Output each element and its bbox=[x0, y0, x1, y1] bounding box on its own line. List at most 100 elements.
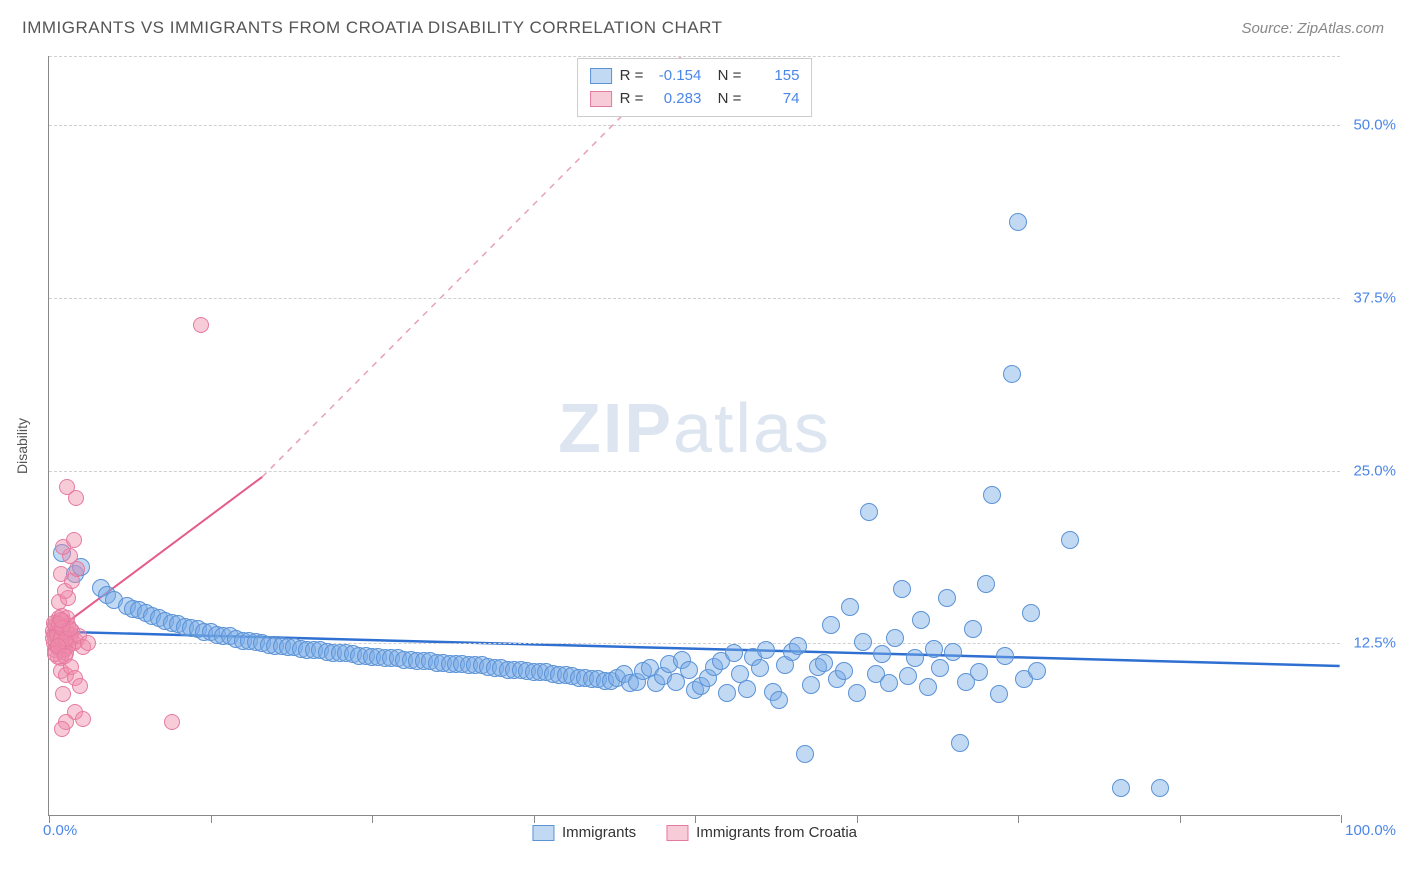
x-tick bbox=[1018, 815, 1019, 823]
legend-bottom: Immigrants Immigrants from Croatia bbox=[532, 824, 857, 841]
x-tick bbox=[695, 815, 696, 823]
stats-n-label-0: N = bbox=[709, 65, 741, 88]
scatter-point bbox=[841, 598, 859, 616]
scatter-point bbox=[919, 678, 937, 696]
scatter-point bbox=[880, 674, 898, 692]
scatter-point bbox=[1003, 365, 1021, 383]
scatter-point bbox=[848, 684, 866, 702]
scatter-point bbox=[1028, 662, 1046, 680]
x-tick bbox=[857, 815, 858, 823]
scatter-point bbox=[835, 662, 853, 680]
y-tick-label: 25.0% bbox=[1353, 462, 1396, 479]
stats-n-value-0: 155 bbox=[749, 65, 799, 88]
x-tick bbox=[1180, 815, 1181, 823]
scatter-point bbox=[751, 659, 769, 677]
legend-swatch-1 bbox=[666, 825, 688, 841]
scatter-point bbox=[53, 612, 69, 628]
x-tick bbox=[534, 815, 535, 823]
scatter-point bbox=[72, 678, 88, 694]
x-axis-min-label: 0.0% bbox=[43, 822, 77, 839]
scatter-point bbox=[789, 637, 807, 655]
x-tick bbox=[1341, 815, 1342, 823]
gridline bbox=[49, 298, 1340, 299]
scatter-point bbox=[1151, 779, 1169, 797]
stats-r-value-1: 0.283 bbox=[651, 88, 701, 111]
scatter-point bbox=[53, 566, 69, 582]
legend-item-1: Immigrants from Croatia bbox=[666, 824, 857, 841]
scatter-point bbox=[725, 644, 743, 662]
scatter-point bbox=[1022, 604, 1040, 622]
legend-label-0: Immigrants bbox=[562, 824, 636, 841]
scatter-point bbox=[718, 684, 736, 702]
scatter-point bbox=[680, 661, 698, 679]
trend-lines-svg bbox=[49, 56, 1340, 815]
gridline bbox=[49, 125, 1340, 126]
scatter-point bbox=[964, 620, 982, 638]
scatter-point bbox=[193, 317, 209, 333]
scatter-point bbox=[951, 734, 969, 752]
scatter-point bbox=[873, 645, 891, 663]
scatter-point bbox=[899, 667, 917, 685]
scatter-point bbox=[66, 532, 82, 548]
chart-title: IMMIGRANTS VS IMMIGRANTS FROM CROATIA DI… bbox=[22, 18, 722, 38]
scatter-point bbox=[854, 633, 872, 651]
legend-item-0: Immigrants bbox=[532, 824, 636, 841]
legend-swatch-0 bbox=[532, 825, 554, 841]
scatter-point bbox=[990, 685, 1008, 703]
scatter-point bbox=[938, 589, 956, 607]
scatter-point bbox=[822, 616, 840, 634]
scatter-point bbox=[80, 635, 96, 651]
swatch-series-0 bbox=[590, 68, 612, 84]
scatter-point bbox=[796, 745, 814, 763]
scatter-point bbox=[59, 479, 75, 495]
scatter-point bbox=[906, 649, 924, 667]
x-tick bbox=[49, 815, 50, 823]
watermark-zip: ZIP bbox=[558, 389, 673, 467]
y-tick-label: 12.5% bbox=[1353, 635, 1396, 652]
scatter-point bbox=[802, 676, 820, 694]
scatter-point bbox=[1061, 531, 1079, 549]
x-tick bbox=[211, 815, 212, 823]
scatter-point bbox=[996, 647, 1014, 665]
stats-n-value-1: 74 bbox=[749, 88, 799, 111]
x-tick bbox=[372, 815, 373, 823]
x-axis-max-label: 100.0% bbox=[1345, 822, 1396, 839]
scatter-point bbox=[931, 659, 949, 677]
scatter-point bbox=[1112, 779, 1130, 797]
scatter-point bbox=[860, 503, 878, 521]
stats-r-value-0: -0.154 bbox=[651, 65, 701, 88]
legend-label-1: Immigrants from Croatia bbox=[696, 824, 857, 841]
y-tick-label: 50.0% bbox=[1353, 117, 1396, 134]
y-tick-label: 37.5% bbox=[1353, 289, 1396, 306]
swatch-series-1 bbox=[590, 91, 612, 107]
scatter-point bbox=[164, 714, 180, 730]
chart-plot-area: ZIPatlas R = -0.154 N = 155 R = 0.283 N … bbox=[48, 56, 1340, 816]
watermark-atlas: atlas bbox=[673, 389, 831, 467]
watermark-text: ZIPatlas bbox=[558, 388, 831, 468]
correlation-stats-box: R = -0.154 N = 155 R = 0.283 N = 74 bbox=[577, 58, 813, 117]
stats-row-series-1: R = 0.283 N = 74 bbox=[590, 88, 800, 111]
gridline-top bbox=[49, 56, 1340, 57]
scatter-point bbox=[757, 641, 775, 659]
stats-r-label-0: R = bbox=[620, 65, 644, 88]
scatter-point bbox=[983, 486, 1001, 504]
scatter-point bbox=[1009, 213, 1027, 231]
scatter-point bbox=[944, 643, 962, 661]
y-axis-label: Disability bbox=[14, 418, 30, 474]
stats-n-label-1: N = bbox=[709, 88, 741, 111]
source-attribution: Source: ZipAtlas.com bbox=[1241, 20, 1384, 37]
scatter-point bbox=[893, 580, 911, 598]
stats-row-series-0: R = -0.154 N = 155 bbox=[590, 65, 800, 88]
scatter-point bbox=[738, 680, 756, 698]
scatter-point bbox=[912, 611, 930, 629]
scatter-point bbox=[54, 721, 70, 737]
scatter-point bbox=[886, 629, 904, 647]
stats-r-label-1: R = bbox=[620, 88, 644, 111]
gridline bbox=[49, 471, 1340, 472]
scatter-point bbox=[75, 711, 91, 727]
scatter-point bbox=[55, 686, 71, 702]
scatter-point bbox=[770, 691, 788, 709]
scatter-point bbox=[815, 654, 833, 672]
scatter-point bbox=[970, 663, 988, 681]
scatter-point bbox=[977, 575, 995, 593]
